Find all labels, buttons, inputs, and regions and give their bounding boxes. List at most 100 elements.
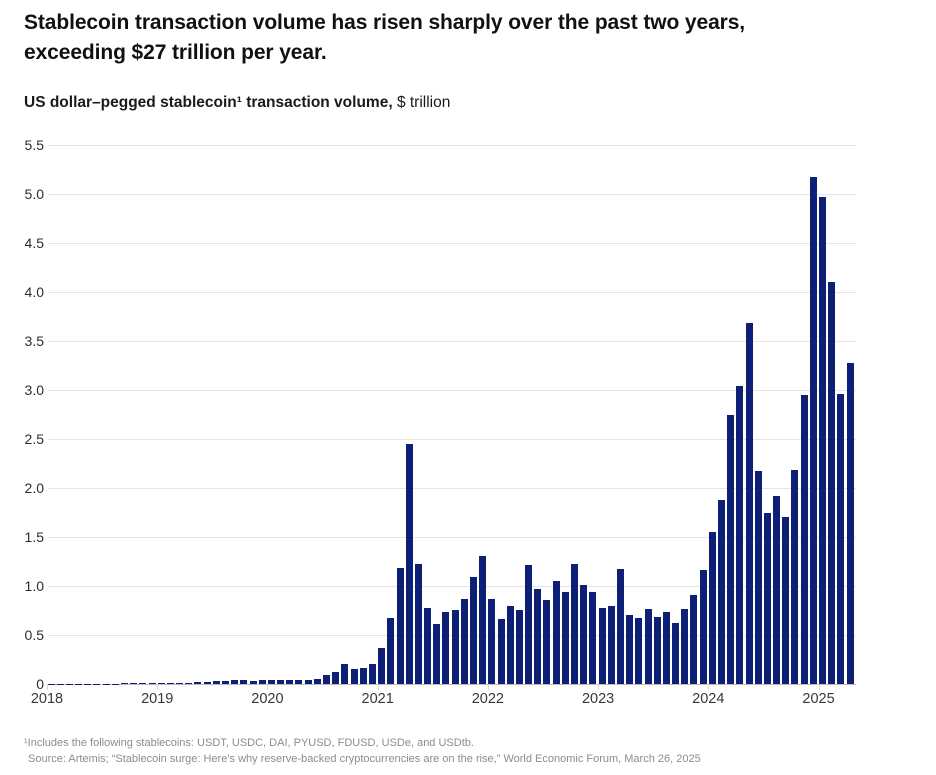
gridline-4.5 bbox=[48, 243, 856, 244]
x-axis-tick-2018 bbox=[47, 684, 48, 690]
bar-2022-03 bbox=[506, 605, 514, 684]
bar-2022-08 bbox=[552, 581, 560, 684]
x-axis-year-label: 2019 bbox=[141, 691, 174, 707]
gridline-0 bbox=[48, 684, 856, 685]
bar-2023-10 bbox=[681, 608, 689, 684]
bar-2019-03 bbox=[176, 683, 184, 684]
bar-2018-10 bbox=[130, 683, 138, 684]
bar-2020-01 bbox=[267, 680, 275, 684]
bar-2020-11 bbox=[359, 668, 367, 684]
bar-2021-11 bbox=[470, 577, 477, 684]
x-axis-tick-2024 bbox=[708, 684, 710, 690]
bar-2021-07 bbox=[433, 624, 441, 684]
bar-2019-09 bbox=[231, 680, 239, 684]
y-axis-tick-label: 5.0 bbox=[24, 186, 44, 202]
footnote-stablecoin-list: ¹Includes the following stablecoins: USD… bbox=[24, 737, 474, 749]
bar-2021-01 bbox=[378, 647, 386, 684]
bar-2021-10 bbox=[460, 598, 468, 684]
bar-2023-06 bbox=[644, 608, 652, 684]
bar-2023-05 bbox=[635, 618, 643, 684]
bar-2019-07 bbox=[212, 681, 220, 684]
chart-headline-line2: exceeding $27 trillion per year. bbox=[24, 41, 327, 64]
x-axis-year-label: 2024 bbox=[692, 691, 725, 707]
bar-2020-09 bbox=[341, 664, 349, 684]
bar-2020-06 bbox=[313, 679, 321, 684]
bar-2019-08 bbox=[222, 681, 229, 684]
bar-2023-02 bbox=[607, 605, 615, 684]
bar-2022-10 bbox=[571, 564, 579, 684]
x-axis-year-label: 2020 bbox=[251, 691, 284, 707]
bar-2019-12 bbox=[258, 680, 266, 684]
y-axis-tick-label: 4.5 bbox=[24, 235, 44, 251]
bar-2019-06 bbox=[203, 682, 211, 684]
bar-2023-04 bbox=[626, 615, 634, 684]
bar-2020-04 bbox=[295, 679, 303, 684]
bar-2020-12 bbox=[368, 664, 376, 684]
bar-2024-02 bbox=[718, 499, 725, 684]
y-axis-tick-label: 3.0 bbox=[24, 382, 44, 398]
bar-2021-12 bbox=[479, 555, 487, 684]
bar-2023-08 bbox=[662, 612, 670, 684]
y-axis-tick-label: 3.5 bbox=[24, 333, 44, 349]
bar-2020-10 bbox=[350, 669, 358, 684]
bar-2019-01 bbox=[157, 683, 165, 684]
gridline-1.5 bbox=[48, 537, 856, 538]
bar-2023-07 bbox=[653, 617, 661, 684]
bar-2019-04 bbox=[185, 682, 193, 684]
gridline-2.0 bbox=[48, 488, 856, 489]
y-axis-tick-label: 4.0 bbox=[24, 284, 44, 300]
bar-2018-11 bbox=[139, 683, 147, 684]
footnote-source: Source: Artemis; “Stablecoin surge: Here… bbox=[28, 753, 701, 765]
bar-2020-07 bbox=[323, 675, 331, 684]
bar-2019-05 bbox=[194, 682, 202, 684]
x-axis-year-label: 2021 bbox=[361, 691, 394, 707]
bar-2023-11 bbox=[690, 594, 698, 684]
x-axis-year-label: 2022 bbox=[471, 691, 504, 707]
gridline-5.0 bbox=[48, 194, 856, 195]
bar-2024-12 bbox=[809, 177, 817, 684]
bar-2021-03 bbox=[396, 568, 404, 684]
bar-2025-02 bbox=[828, 282, 836, 684]
bar-2024-11 bbox=[800, 394, 808, 684]
y-axis-tick-label: 2.0 bbox=[24, 480, 44, 496]
y-axis-tick-label: 5.5 bbox=[24, 137, 44, 153]
bar-2022-07 bbox=[543, 599, 551, 684]
bar-2025-03 bbox=[837, 393, 845, 684]
bar-2022-06 bbox=[534, 588, 542, 684]
x-axis-tick-2022 bbox=[487, 684, 489, 690]
bar-2019-02 bbox=[166, 683, 174, 684]
y-axis-tick-label: 1.0 bbox=[24, 578, 44, 594]
gridline-3.5 bbox=[48, 341, 856, 342]
bar-2024-07 bbox=[763, 513, 771, 684]
bar-2024-09 bbox=[782, 517, 790, 684]
bar-2022-09 bbox=[561, 591, 569, 684]
bar-2022-12 bbox=[589, 591, 597, 684]
x-axis-tick-2023 bbox=[598, 684, 600, 690]
x-axis-year-label: 2018 bbox=[30, 691, 64, 707]
bar-2022-05 bbox=[525, 565, 533, 684]
gridline-5.5 bbox=[48, 145, 856, 146]
chart-headline: Stablecoin transaction volume has risen … bbox=[24, 8, 924, 68]
bar-2021-05 bbox=[414, 564, 422, 684]
bar-2021-06 bbox=[424, 607, 432, 684]
chart-subtitle-unit: $ trillion bbox=[392, 94, 451, 111]
bar-2019-10 bbox=[240, 680, 248, 684]
bar-2024-08 bbox=[773, 495, 781, 684]
bar-2024-04 bbox=[736, 386, 744, 684]
bar-2018-12 bbox=[148, 683, 156, 684]
x-axis-year-label: 2025 bbox=[802, 691, 835, 707]
bar-2021-08 bbox=[442, 612, 450, 684]
bar-2022-04 bbox=[515, 609, 523, 684]
gridline-4.0 bbox=[48, 292, 856, 293]
bar-2023-03 bbox=[616, 569, 624, 684]
chart-subtitle: US dollar–pegged stablecoin¹ transaction… bbox=[24, 94, 924, 112]
x-axis-tick-2019 bbox=[157, 684, 159, 690]
bar-2020-08 bbox=[332, 672, 340, 684]
bar-2021-09 bbox=[451, 609, 459, 684]
bar-2021-04 bbox=[405, 443, 413, 684]
bar-2023-12 bbox=[699, 570, 707, 684]
bar-2022-02 bbox=[497, 619, 505, 684]
chart-headline-line1: Stablecoin transaction volume has risen … bbox=[24, 11, 746, 34]
